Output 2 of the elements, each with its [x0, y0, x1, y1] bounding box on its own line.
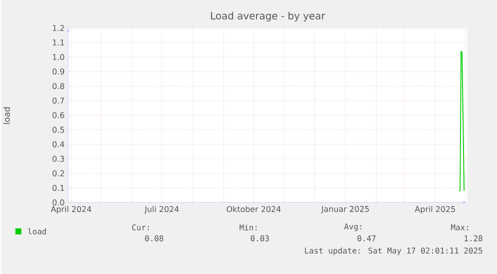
y-axis-title: load — [3, 107, 10, 124]
chart-title: Load average - by year — [211, 12, 326, 22]
